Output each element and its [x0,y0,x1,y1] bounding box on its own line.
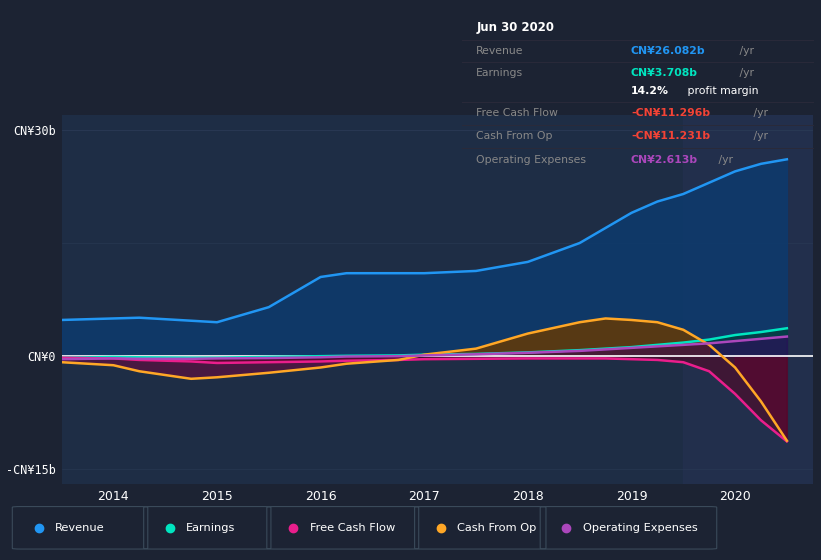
Text: Jun 30 2020: Jun 30 2020 [476,21,554,34]
Text: profit margin: profit margin [684,86,758,96]
Text: CN¥2.613b: CN¥2.613b [631,155,698,165]
Text: Free Cash Flow: Free Cash Flow [476,108,558,118]
Text: /yr: /yr [736,46,754,56]
Text: /yr: /yr [715,155,733,165]
Text: Revenue: Revenue [55,523,104,533]
Text: /yr: /yr [750,108,768,118]
Text: Cash From Op: Cash From Op [476,130,553,141]
Text: Free Cash Flow: Free Cash Flow [310,523,395,533]
Text: Revenue: Revenue [476,46,524,56]
Text: CN¥3.708b: CN¥3.708b [631,68,698,78]
Text: Earnings: Earnings [186,523,236,533]
Text: Cash From Op: Cash From Op [457,523,537,533]
Text: 14.2%: 14.2% [631,86,669,96]
Text: /yr: /yr [736,68,754,78]
Text: -CN¥11.296b: -CN¥11.296b [631,108,710,118]
Text: Operating Expenses: Operating Expenses [583,523,698,533]
Text: -CN¥11.231b: -CN¥11.231b [631,130,710,141]
Bar [683,115,813,484]
Text: Operating Expenses: Operating Expenses [476,155,586,165]
Text: CN¥26.082b: CN¥26.082b [631,46,705,56]
Text: /yr: /yr [750,130,768,141]
Text: Earnings: Earnings [476,68,524,78]
